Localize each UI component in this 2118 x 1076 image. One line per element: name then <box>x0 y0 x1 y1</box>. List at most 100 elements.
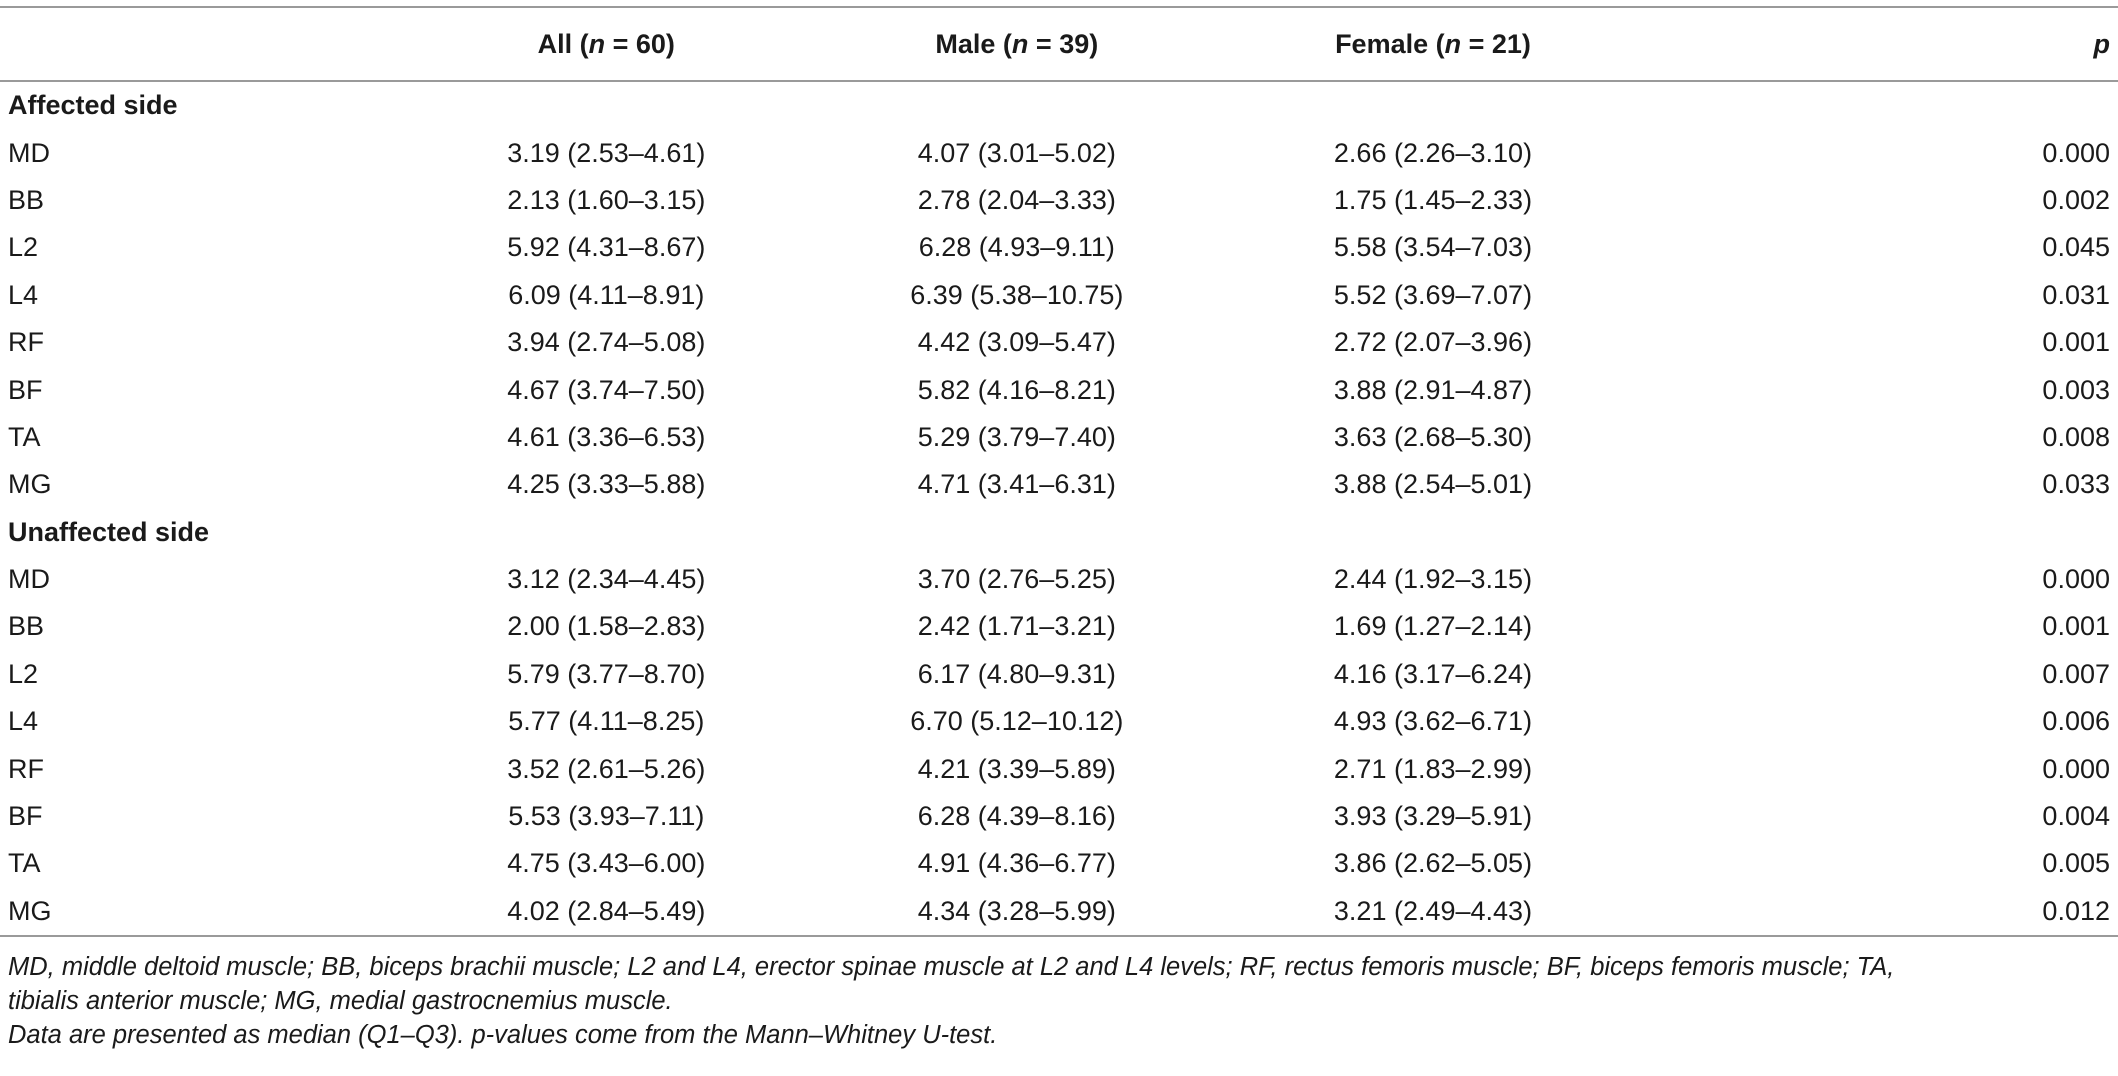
cell-male: 6.39 (5.38–10.75) <box>910 279 1124 310</box>
table-row: MD 3.12 (2.34–4.45) 3.70 (2.76–5.25) 2.44 (… <box>0 556 2118 603</box>
cell-male: 4.34 (3.28–5.99) <box>811 887 1223 938</box>
cell-male: 5.29 (3.79–7.40) <box>917 421 1116 452</box>
cell-male: 4.71 (3.41–6.31) <box>917 469 1116 500</box>
cell-all: 2.00 (1.58–2.83) <box>507 611 706 642</box>
cell-p: 0.001 <box>2042 327 2110 358</box>
table-row: MG 4.02 (2.84–5.49) 4.34 (3.28–5.99) 3.21 (… <box>0 887 2118 938</box>
header-p: p <box>1643 6 2118 82</box>
cell-p: 0.003 <box>2042 374 2110 405</box>
cell-all: 4.02 (2.84–5.49) <box>401 887 812 938</box>
footnote-data-note: Data are presented as median (Q1–Q3). p-… <box>8 1021 998 1049</box>
cell-female: 3.93 (3.29–5.91) <box>1333 801 1533 832</box>
header-muscle <box>0 6 402 82</box>
cell-muscle: TA <box>8 848 41 879</box>
cell-all: 4.61 (3.36–6.53) <box>507 421 706 452</box>
cell-male: 3.70 (2.76–5.25) <box>917 564 1116 595</box>
header-all: All (n = 60) <box>401 6 812 82</box>
cell-p: 0.001 <box>2042 611 2110 642</box>
cell-male: 4.42 (3.09–5.47) <box>917 327 1116 358</box>
section-title: Affected side <box>8 90 178 121</box>
cell-p: 0.004 <box>2042 801 2110 832</box>
cell-p: 0.006 <box>2042 706 2110 737</box>
cell-female: 1.75 (1.45–2.33) <box>1333 184 1533 215</box>
cell-p: 0.002 <box>2042 184 2110 215</box>
cell-p: 0.033 <box>2042 469 2110 500</box>
cell-muscle: BB <box>8 184 45 215</box>
cell-muscle: RF <box>8 753 44 784</box>
table-row: BF 4.67 (3.74–7.50) 5.82 (4.16–8.21) 3.88 (… <box>0 366 2118 413</box>
cell-female: 2.66 (2.26–3.10) <box>1333 137 1533 168</box>
cell-male: 6.17 (4.80–9.31) <box>917 658 1116 689</box>
cell-male: 4.07 (3.01–5.02) <box>917 137 1116 168</box>
cell-male: 2.42 (1.71–3.21) <box>917 611 1116 642</box>
cell-female: 3.88 (2.54–5.01) <box>1333 469 1533 500</box>
cell-male: 4.21 (3.39–5.89) <box>917 753 1116 784</box>
cell-male: 6.28 (4.39–8.16) <box>917 801 1116 832</box>
table-row: MD 3.19 (2.53–4.61) 4.07 (3.01–5.02) 2.66 (… <box>0 129 2118 176</box>
cell-all: 4.25 (3.33–5.88) <box>507 469 706 500</box>
table-header: All (n = 60) Male (n = 39) Female (n = 2… <box>0 6 2118 82</box>
cell-muscle: L2 <box>8 232 39 263</box>
cell-muscle: L4 <box>8 706 39 737</box>
table-row: L2 5.92 (4.31–8.67) 6.28 (4.93–9.11) 5.58 (… <box>0 224 2118 271</box>
cell-muscle: TA <box>8 421 41 452</box>
table-body: Affected side MD 3.19 (2.53–4.61) 4.07 (3.0… <box>0 81 2118 938</box>
cell-female: 1.69 (1.27–2.14) <box>1333 611 1533 642</box>
footnote-abbreviations-cont: tibialis anterior muscle; MG, medial gas… <box>8 987 673 1015</box>
cell-p: 0.005 <box>2042 848 2110 879</box>
section-title: Unaffected side <box>8 516 210 547</box>
cell-female: 3.86 (2.62–5.05) <box>1333 848 1533 879</box>
cell-p: 0.000 <box>2042 753 2110 784</box>
cell-female: 3.88 (2.91–4.87) <box>1333 374 1533 405</box>
table-row: BB 2.13 (1.60–3.15) 2.78 (2.04–3.33) 1.75 (… <box>0 177 2118 224</box>
cell-female: 5.58 (3.54–7.03) <box>1333 232 1533 263</box>
cell-muscle: BF <box>8 374 43 405</box>
cell-p: 0.008 <box>2042 421 2110 452</box>
cell-muscle: MG <box>0 887 402 938</box>
cell-female: 3.63 (2.68–5.30) <box>1333 421 1533 452</box>
cell-p: 0.000 <box>2042 564 2110 595</box>
cell-p: 0.007 <box>2042 658 2110 689</box>
table-footnotes: MD, middle deltoid muscle; BB, biceps br… <box>8 950 2108 1052</box>
cell-muscle: RF <box>8 327 44 358</box>
table-row: L2 5.79 (3.77–8.70) 6.17 (4.80–9.31) 4.16 (… <box>0 651 2118 698</box>
cell-male: 6.70 (5.12–10.12) <box>910 706 1124 737</box>
cell-male: 6.28 (4.93–9.11) <box>918 232 1115 263</box>
header-female: Female (n = 21) <box>1222 6 1644 82</box>
cell-all: 5.53 (3.93–7.11) <box>508 801 705 832</box>
section-header-row: Affected side <box>0 81 2118 129</box>
cell-male: 2.78 (2.04–3.33) <box>917 184 1116 215</box>
table-row: RF 3.94 (2.74–5.08) 4.42 (3.09–5.47) 2.72 (… <box>0 319 2118 366</box>
header-row: All (n = 60) Male (n = 39) Female (n = 2… <box>0 6 2118 82</box>
cell-muscle: L4 <box>8 279 39 310</box>
cell-all: 3.19 (2.53–4.61) <box>507 137 706 168</box>
cell-female: 2.72 (2.07–3.96) <box>1333 327 1533 358</box>
cell-male: 5.82 (4.16–8.21) <box>917 374 1116 405</box>
header-male: Male (n = 39) <box>811 6 1223 82</box>
cell-p: 0.000 <box>2042 137 2110 168</box>
cell-all: 6.09 (4.11–8.91) <box>508 279 705 310</box>
cell-all: 3.12 (2.34–4.45) <box>507 564 706 595</box>
cell-muscle: BF <box>8 801 43 832</box>
cell-female: 2.44 (1.92–3.15) <box>1333 564 1533 595</box>
cell-muscle: MG <box>8 469 52 500</box>
cell-all: 4.75 (3.43–6.00) <box>507 848 706 879</box>
cell-muscle: MD <box>8 137 50 168</box>
cell-muscle: BB <box>8 611 45 642</box>
cell-female: 5.52 (3.69–7.07) <box>1333 279 1533 310</box>
table-row: BF 5.53 (3.93–7.11) 6.28 (4.39–8.16) 3.93 (… <box>0 793 2118 840</box>
cell-female: 4.93 (3.62–6.71) <box>1333 706 1533 737</box>
cell-female: 2.71 (1.83–2.99) <box>1333 753 1533 784</box>
table-row: TA 4.61 (3.36–6.53) 5.29 (3.79–7.40) 3.63 (… <box>0 414 2118 461</box>
cell-p: 0.012 <box>1643 887 2118 938</box>
cell-muscle: L2 <box>8 658 39 689</box>
cell-female: 3.21 (2.49–4.43) <box>1222 887 1644 938</box>
cell-muscle: MD <box>8 564 50 595</box>
cell-p: 0.045 <box>2042 232 2110 263</box>
cell-all: 5.79 (3.77–8.70) <box>507 658 706 689</box>
results-table: All (n = 60) Male (n = 39) Female (n = 2… <box>0 6 2118 938</box>
cell-all: 3.52 (2.61–5.26) <box>507 753 706 784</box>
footnote-abbreviations: MD, middle deltoid muscle; BB, biceps br… <box>8 953 1895 981</box>
cell-all: 3.94 (2.74–5.08) <box>507 327 706 358</box>
